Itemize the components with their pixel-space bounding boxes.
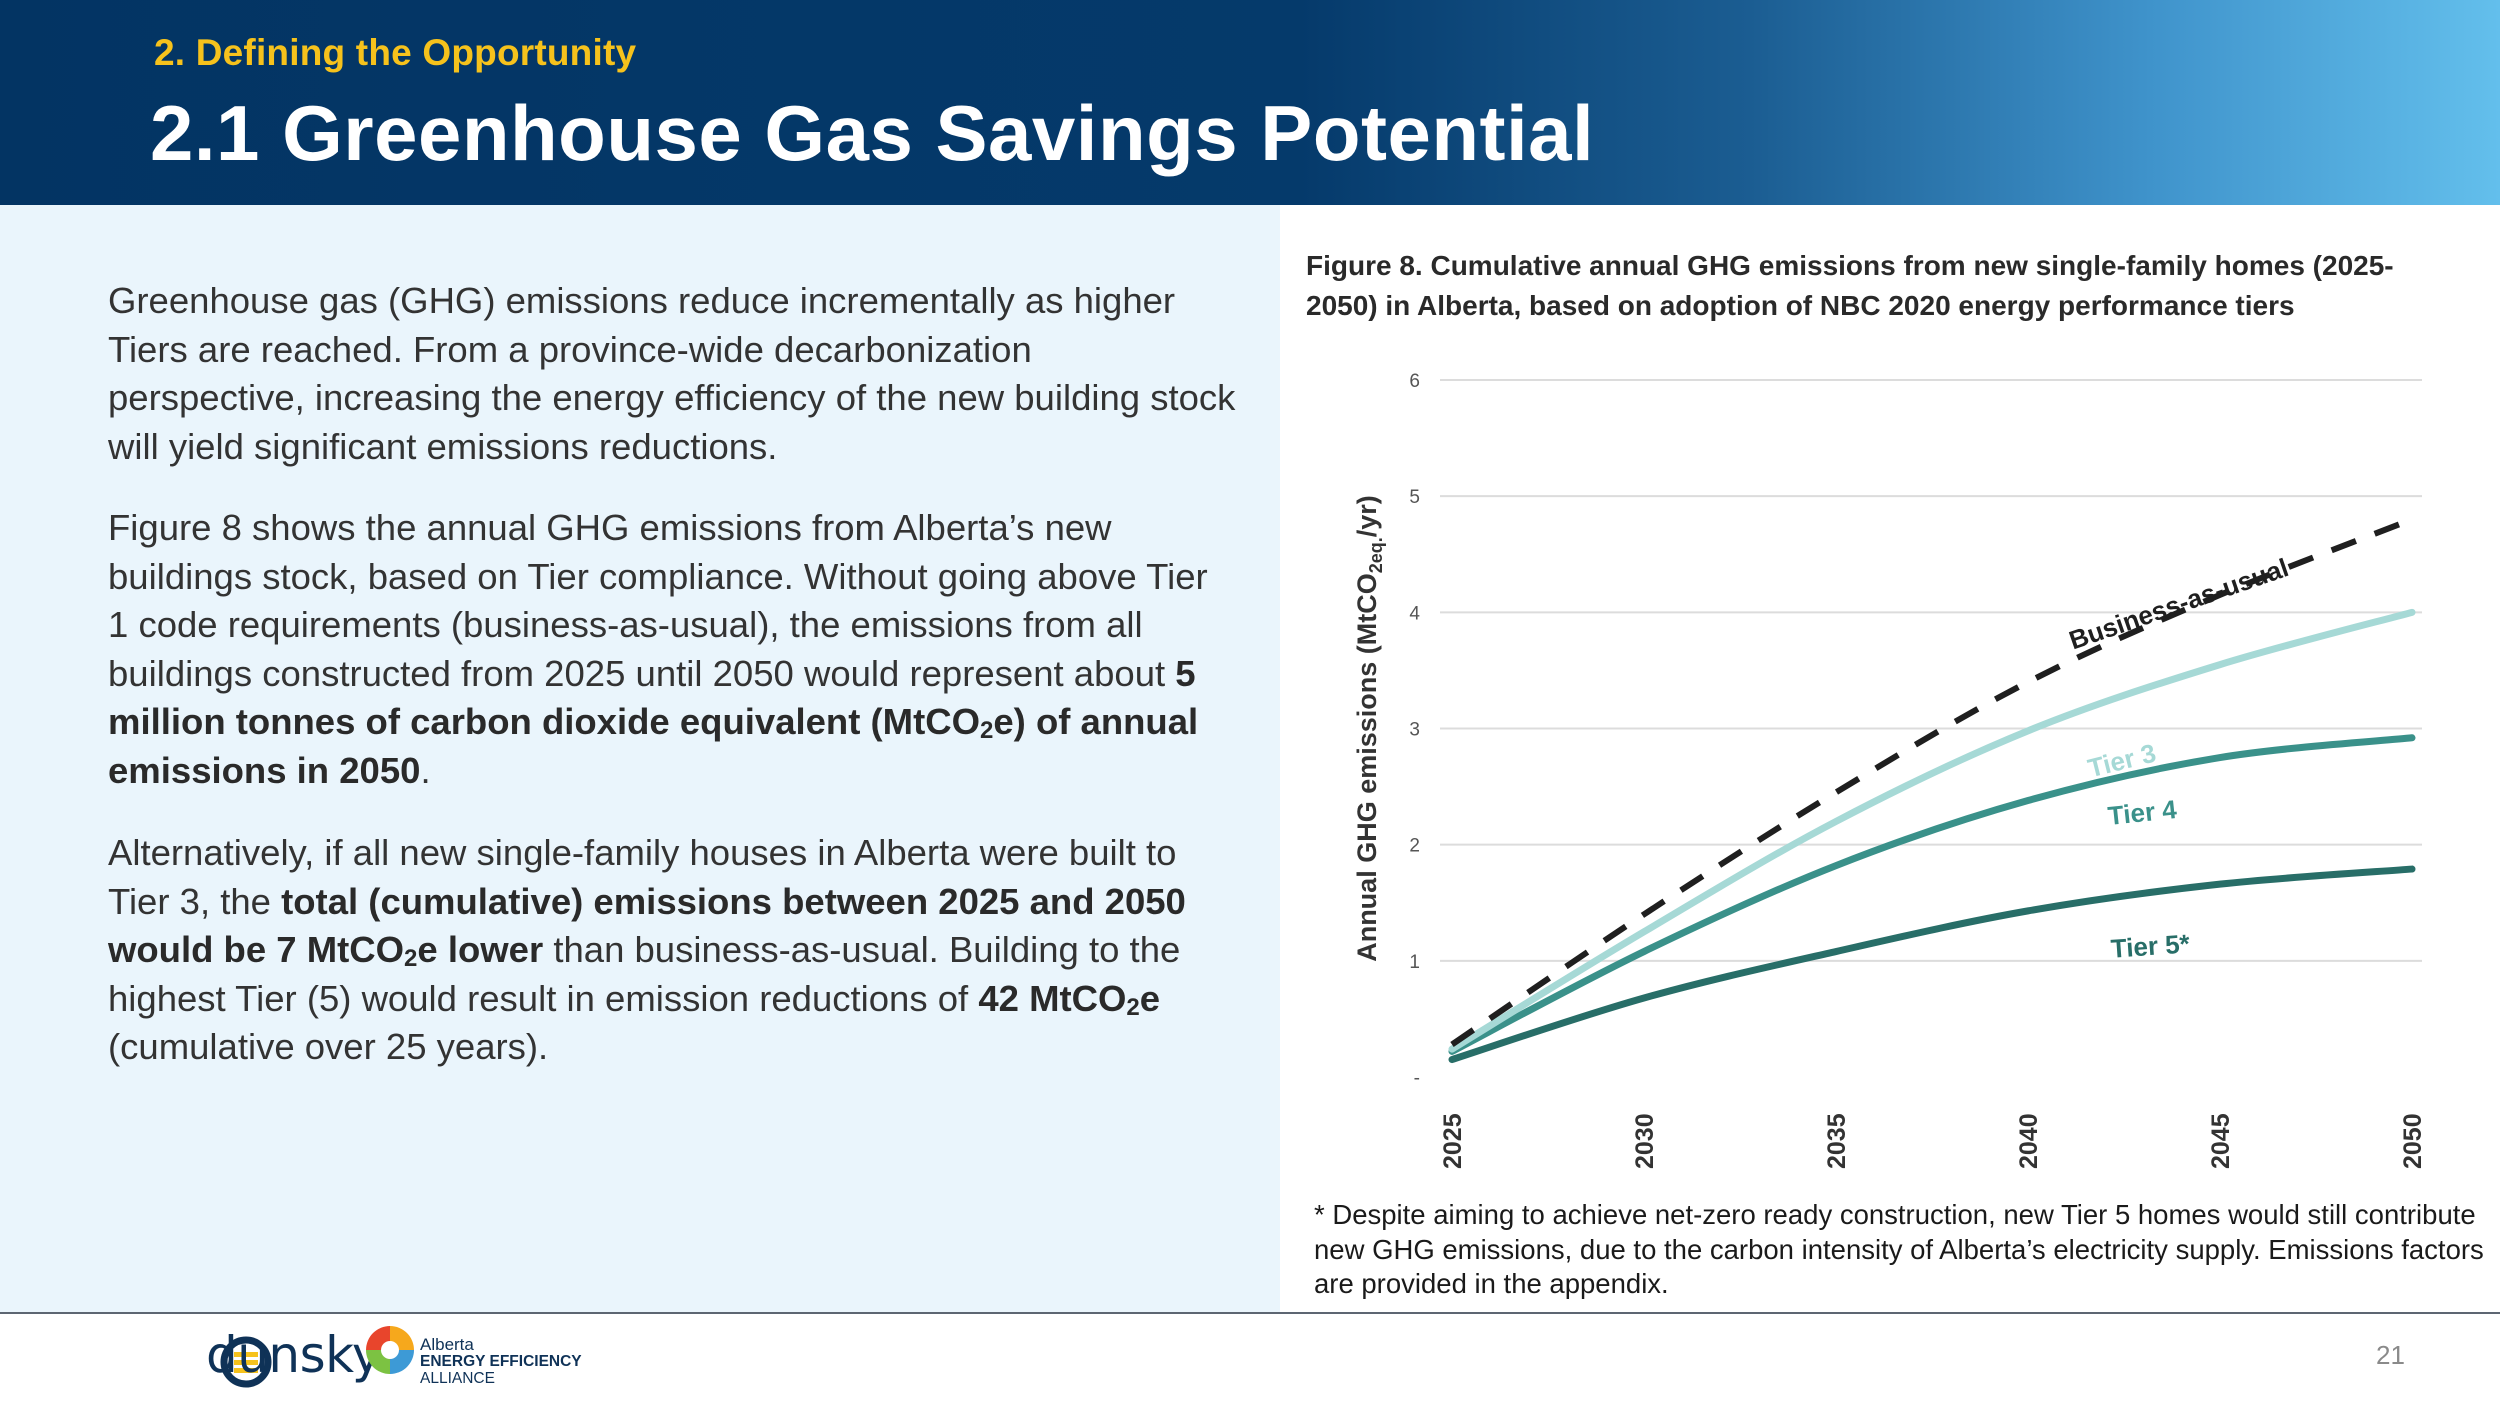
y-tick-label: 3 bbox=[1409, 720, 1420, 741]
paragraph-2-highlight: 5 million tonnes of carbon dioxide equiv… bbox=[108, 653, 1198, 791]
paragraph-2-intro: Figure 8 shows the annual GHG emissions … bbox=[108, 507, 1208, 694]
text-panel bbox=[0, 205, 1280, 1312]
y-tick-label: 2 bbox=[1409, 836, 1420, 857]
x-tick-label: 2050 bbox=[2399, 1113, 2427, 1169]
series-line-tier-5- bbox=[1448, 865, 2416, 1064]
paragraph-2: Figure 8 shows the annual GHG emissions … bbox=[108, 504, 1238, 795]
series-line-tier-3 bbox=[1448, 608, 2416, 1053]
x-tick-label: 2035 bbox=[1823, 1113, 1851, 1169]
figure-caption: Figure 8. Cumulative annual GHG emission… bbox=[1306, 250, 2394, 321]
series-line-tier-4 bbox=[1448, 734, 2416, 1055]
series-label: Business-as-usual bbox=[2065, 552, 2292, 655]
dunsky-logo-text: dunsky bbox=[206, 1326, 381, 1384]
x-tick-label: 2030 bbox=[1631, 1113, 1659, 1169]
highlight-text: 5 million tonnes of carbon dioxide equiv… bbox=[108, 652, 1196, 743]
dunsky-logo-icon bbox=[220, 1336, 272, 1388]
paragraph-3-highlight-2: 42 MtCO2e bbox=[978, 977, 1161, 1021]
highlight-text: 42 MtCO bbox=[978, 977, 1127, 1019]
y-tick-label: 6 bbox=[1409, 371, 1420, 392]
y-axis-title-part: /yr) bbox=[1352, 495, 1382, 537]
paragraph-3-intro: Alternatively, if all new single-family … bbox=[108, 832, 1177, 922]
highlight-text: e) of annual emissions in 2050 bbox=[108, 701, 1199, 791]
paragraph-3-end: (cumulative over 25 years). bbox=[108, 1026, 549, 1067]
y-axis-title: Annual GHG emissions (MtCO2eq./yr) bbox=[1352, 495, 1386, 962]
y-axis-title-part: Annual GHG emissions (MtCO bbox=[1352, 573, 1382, 962]
paragraph-3-highlight: total (cumulative) emissions between 202… bbox=[108, 881, 1186, 971]
y-tick-label: 4 bbox=[1409, 603, 1420, 624]
series-line-business-as-usual bbox=[1450, 516, 2414, 1047]
aeea-line-1: Alberta bbox=[420, 1335, 474, 1354]
figure-footnote: * Despite aiming to achieve net-zero rea… bbox=[1314, 1199, 2484, 1299]
emissions-line-chart: - 1 2 3 4 5 6 2025 2030 2035 2040 2045 2050 Annual GH… bbox=[1352, 371, 2427, 1169]
subscript: 2 bbox=[980, 717, 994, 744]
series-label: Tier 4 bbox=[2106, 794, 2178, 831]
x-tick-label: 2045 bbox=[2207, 1113, 2235, 1169]
x-tick-label: 2025 bbox=[1439, 1113, 1467, 1169]
x-tick-label: 2040 bbox=[2015, 1113, 2043, 1169]
y-tick-label: - bbox=[1414, 1068, 1420, 1089]
footer-divider bbox=[0, 1312, 2500, 1314]
paragraph-3: Alternatively, if all new single-family … bbox=[108, 829, 1238, 1072]
aeea-line-3: ALLIANCE bbox=[420, 1370, 495, 1387]
page-title: 2.1 Greenhouse Gas Savings Potential bbox=[150, 89, 1595, 177]
subscript: 2 bbox=[404, 945, 418, 972]
paragraph-3-mid: than business-as-usual. Building to the … bbox=[108, 929, 1181, 1019]
y-axis-title-part: 2eq. bbox=[1366, 537, 1386, 573]
highlight-text: e bbox=[1139, 977, 1161, 1019]
paragraph-1: Greenhouse gas (GHG) emissions reduce in… bbox=[108, 280, 1236, 467]
section-label: 2. Defining the Opportunity bbox=[154, 32, 637, 73]
y-tick-label: 1 bbox=[1409, 952, 1420, 973]
highlight-text: total (cumulative) emissions between 202… bbox=[108, 880, 1186, 971]
subscript: 2 bbox=[1126, 993, 1140, 1021]
series-label: Tier 5* bbox=[2110, 928, 2192, 964]
page-number: 21 bbox=[2376, 1340, 2405, 1370]
aeea-logo-icon bbox=[366, 1326, 414, 1374]
aeea-logo-text: Alberta ENERGY EFFICIENCY ALLIANCE bbox=[420, 1336, 582, 1387]
highlight-text: e lower bbox=[417, 929, 544, 970]
y-tick-label: 5 bbox=[1409, 487, 1420, 508]
aeea-line-2: ENERGY EFFICIENCY bbox=[420, 1353, 582, 1370]
header-banner: 2. Defining the Opportunity 2.1 Greenhou… bbox=[0, 0, 2500, 205]
paragraph-2-end: . bbox=[420, 749, 431, 791]
